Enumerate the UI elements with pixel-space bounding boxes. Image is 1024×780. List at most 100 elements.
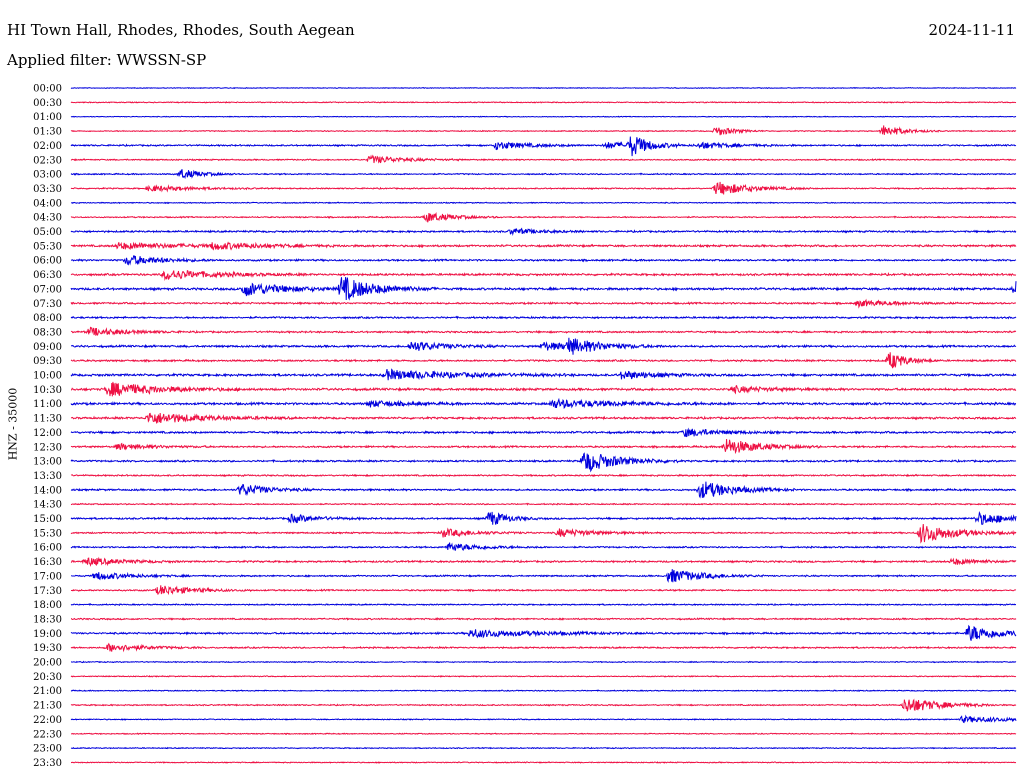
trace-row-1030: [70, 381, 1017, 397]
row-time-label: 20:30: [33, 672, 62, 683]
row-time-label: 10:00: [33, 371, 62, 382]
trace-row-0900: [70, 337, 1017, 355]
trace-row-1700: [70, 569, 1017, 583]
trace-row-0330: [70, 181, 1017, 195]
trace-row-1530: [70, 523, 1017, 544]
trace-row-2000: [70, 660, 1017, 664]
row-time-label: 04:00: [33, 198, 62, 209]
trace-row-0800: [70, 315, 1017, 320]
row-time-label: 07:30: [33, 299, 62, 310]
row-time-label: 19:30: [33, 643, 62, 654]
trace-row-1230: [70, 439, 1017, 455]
trace-row-0430: [70, 212, 1017, 223]
trace-row-2130: [70, 698, 1017, 712]
trace-row-1130: [70, 412, 1017, 424]
trace-row-0630: [70, 269, 1017, 282]
row-time-label: 03:30: [33, 184, 62, 195]
row-time-label: 21:00: [33, 686, 62, 697]
trace-row-0000: [70, 86, 1017, 90]
row-time-label: 05:30: [33, 241, 62, 252]
trace-row-1630: [70, 556, 1017, 567]
trace-row-1100: [70, 397, 1017, 409]
row-time-label: 09:00: [33, 342, 62, 353]
row-time-label: 14:30: [33, 500, 62, 511]
row-time-label: 08:30: [33, 327, 62, 338]
row-time-label: 18:30: [33, 614, 62, 625]
trace-row-0730: [70, 298, 1017, 309]
row-time-label: 02:30: [33, 155, 62, 166]
row-time-label: 11:30: [33, 414, 62, 425]
row-time-label: 08:00: [33, 313, 62, 324]
trace-row-0230: [70, 154, 1017, 164]
row-time-label: 11:00: [33, 399, 62, 410]
trace-row-0100: [70, 115, 1017, 118]
record-date: 2024-11-11: [928, 21, 1015, 39]
filter-label: Applied filter: WWSSN-SP: [7, 51, 207, 69]
trace-row-2030: [70, 675, 1017, 678]
trace-row-0700: [70, 277, 1017, 301]
trace-row-2200: [70, 714, 1017, 724]
trace-row-1800: [70, 602, 1017, 607]
trace-row-0130: [70, 125, 1017, 136]
row-time-label: 23:00: [33, 744, 62, 755]
row-time-label: 22:30: [33, 729, 62, 740]
row-time-label: 01:30: [33, 127, 62, 138]
trace-row-1600: [70, 542, 1017, 552]
row-time-label: 17:00: [33, 571, 62, 582]
row-time-label: 14:00: [33, 485, 62, 496]
row-time-label: 16:00: [33, 543, 62, 554]
row-time-label: 19:00: [33, 629, 62, 640]
trace-row-1730: [70, 585, 1017, 596]
trace-row-0530: [70, 241, 1017, 251]
row-time-label: 23:30: [33, 758, 62, 769]
trace-row-1400: [70, 481, 1017, 499]
trace-row-1830: [70, 617, 1017, 621]
trace-row-2100: [70, 689, 1017, 693]
row-time-label: 10:30: [33, 385, 62, 396]
row-time-label: 21:30: [33, 701, 62, 712]
row-time-label: 15:00: [33, 514, 62, 525]
row-time-label: 03:00: [33, 170, 62, 181]
row-time-label: 04:30: [33, 213, 62, 224]
trace-row-0830: [70, 326, 1017, 336]
trace-row-1430: [70, 502, 1017, 506]
trace-row-0500: [70, 227, 1017, 236]
row-time-label: 06:00: [33, 256, 62, 267]
row-time-label: 16:30: [33, 557, 62, 568]
trace-row-0030: [70, 101, 1017, 104]
trace-row-2300: [70, 746, 1017, 750]
trace-row-0300: [70, 169, 1017, 180]
row-time-label: 00:30: [33, 98, 62, 109]
row-time-label: 00:00: [33, 84, 62, 95]
row-time-label: 09:30: [33, 356, 62, 367]
trace-row-1000: [70, 368, 1017, 381]
row-time-label: 13:00: [33, 457, 62, 468]
trace-row-1900: [70, 624, 1017, 641]
trace-row-0400: [70, 201, 1017, 205]
row-time-label: 01:00: [33, 112, 62, 123]
row-time-label: 02:00: [33, 141, 62, 152]
trace-row-0930: [70, 352, 1017, 369]
trace-row-0200: [70, 136, 1017, 157]
row-time-label: 15:30: [33, 528, 62, 539]
station-title: HI Town Hall, Rhodes, Rhodes, South Aege…: [7, 21, 355, 39]
trace-row-1930: [70, 642, 1017, 653]
row-time-label: 13:30: [33, 471, 62, 482]
trace-row-1330: [70, 473, 1017, 478]
row-time-label: 12:00: [33, 428, 62, 439]
trace-row-1200: [70, 427, 1017, 438]
trace-row-1300: [70, 452, 1017, 473]
trace-row-2230: [70, 732, 1017, 736]
trace-row-0600: [70, 255, 1017, 266]
row-time-label: 22:00: [33, 715, 62, 726]
trace-row-1500: [70, 510, 1017, 525]
trace-row-2330: [70, 761, 1017, 764]
row-time-label: 05:00: [33, 227, 62, 238]
row-time-label: 07:00: [33, 284, 62, 295]
row-time-label: 17:30: [33, 586, 62, 597]
row-time-label: 20:00: [33, 658, 62, 669]
row-time-label: 06:30: [33, 270, 62, 281]
row-time-label: 12:30: [33, 442, 62, 453]
row-time-label: 18:00: [33, 600, 62, 611]
